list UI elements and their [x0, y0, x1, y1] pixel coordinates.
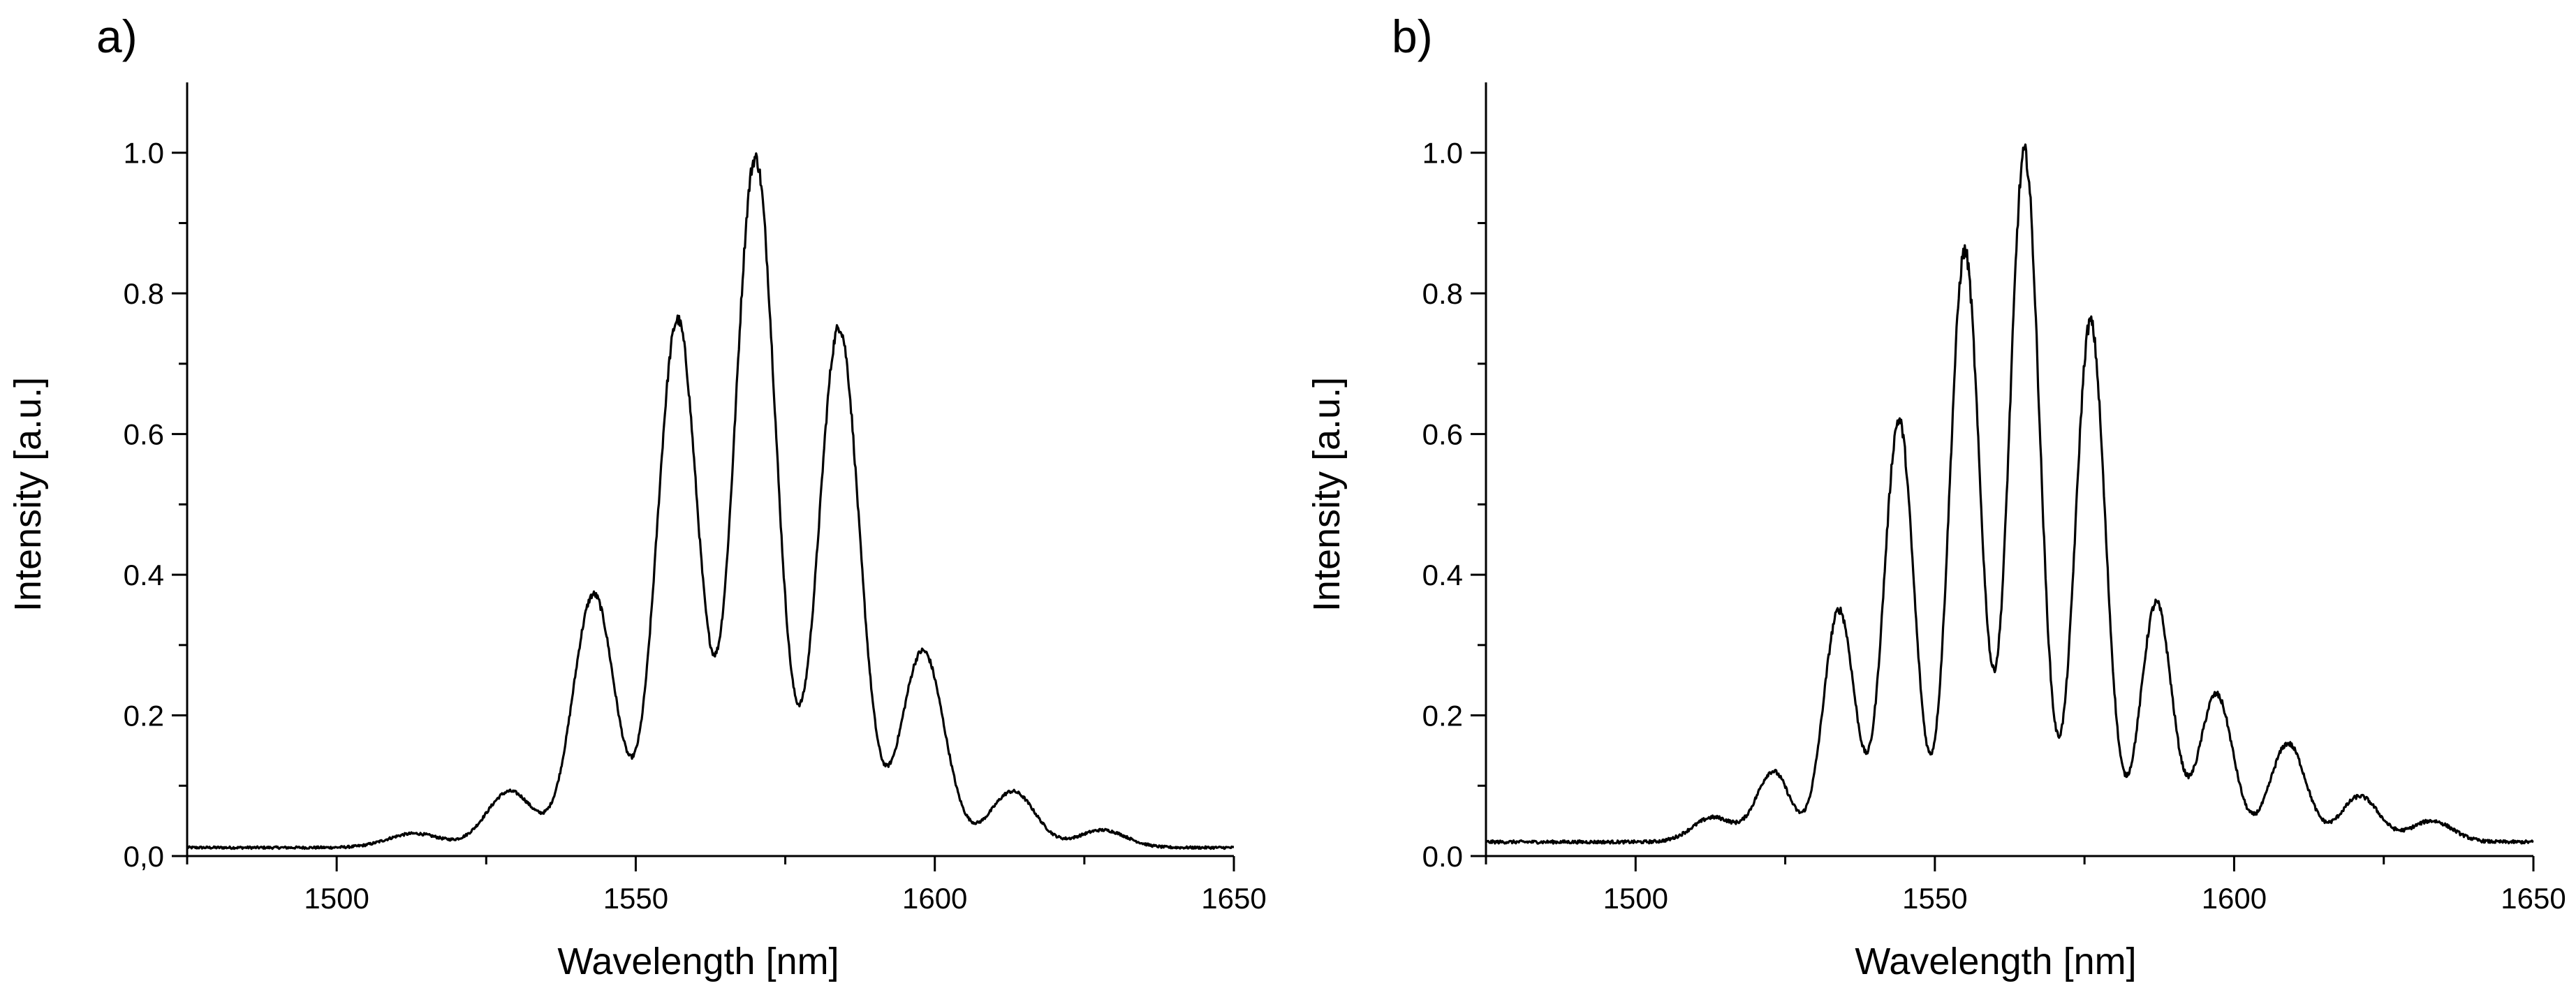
x-tick-label-b-2: 1600	[2202, 882, 2267, 915]
x-tick-label-a-3: 1650	[1201, 882, 1266, 915]
y-tick-label-b-3: 0.6	[1422, 418, 1463, 451]
x-tick-label-a-0: 1500	[304, 882, 369, 915]
x-tick-label-a-2: 1600	[902, 882, 967, 915]
y-tick-label-b-1: 0.2	[1422, 700, 1463, 732]
y-tick-label-a-5: 1.0	[124, 137, 164, 170]
y-tick-label-b-5: 1.0	[1422, 137, 1463, 170]
x-tick-label-b-3: 1650	[2501, 882, 2566, 915]
panel-label-a: a)	[96, 10, 138, 62]
y-axis-title-a: Intensity [a.u.]	[7, 377, 49, 612]
x-tick-label-b-0: 1500	[1603, 882, 1668, 915]
y-tick-label-a-2: 0.4	[124, 559, 164, 591]
x-axis-title-b: Wavelength [nm]	[1855, 941, 2136, 982]
y-tick-label-a-0: 0,0	[124, 840, 164, 873]
panel-label-b: b)	[1392, 10, 1433, 62]
series-line-b-0	[1485, 143, 2534, 845]
chart-a: a) Intensity [a.u.] Wavelength [nm] 1500…	[7, 10, 1267, 982]
y-tick-label-b-4: 0.8	[1422, 277, 1463, 310]
x-tick-label-a-1: 1550	[603, 882, 668, 915]
y-tick-label-a-4: 0.8	[124, 277, 164, 310]
y-tick-label-a-1: 0.2	[124, 700, 164, 732]
series-line-a-0	[186, 152, 1235, 850]
y-tick-label-b-0: 0.0	[1422, 840, 1463, 873]
x-tick-label-b-1: 1550	[1902, 882, 1967, 915]
y-tick-label-b-2: 0.4	[1422, 559, 1463, 591]
y-axis-title-b: Intensity [a.u.]	[1306, 377, 1348, 612]
chart-b: b) Intensity [a.u.] Wavelength [nm] 1500…	[1306, 10, 2566, 982]
y-tick-label-a-3: 0.6	[124, 418, 164, 451]
x-axis-title-a: Wavelength [nm]	[557, 941, 839, 982]
